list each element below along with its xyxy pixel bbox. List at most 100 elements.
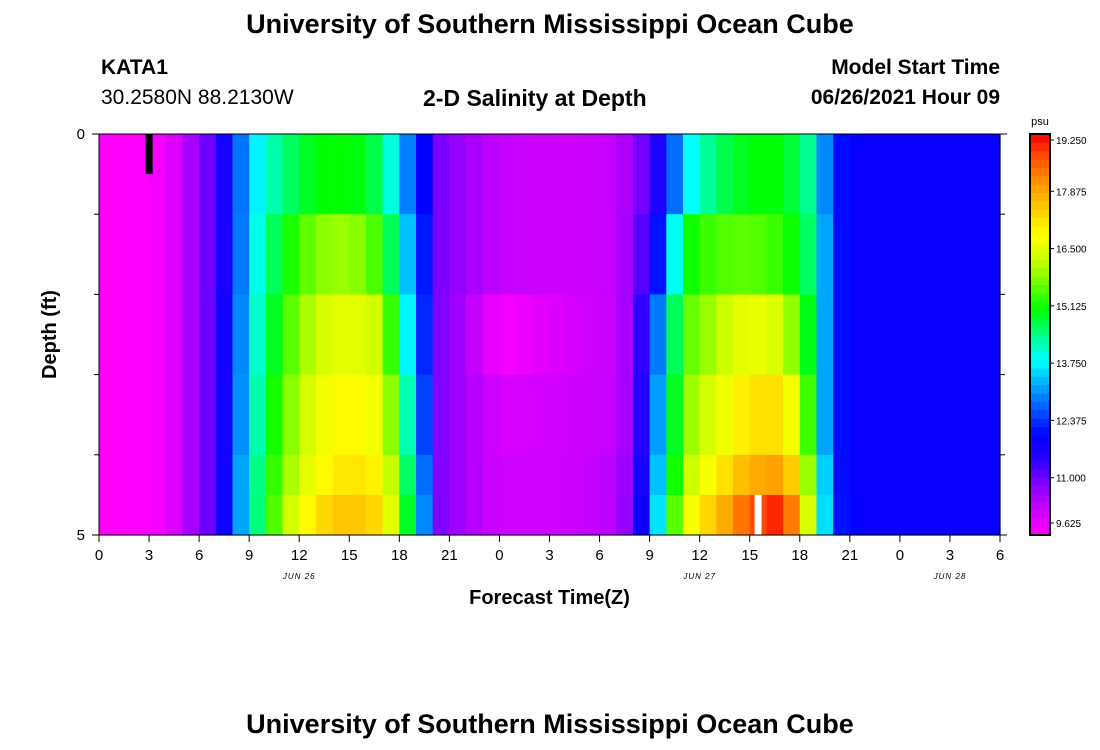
heatmap-cell	[549, 494, 567, 536]
x-date-label: JUN 28	[933, 572, 967, 581]
heatmap-cell	[449, 134, 467, 215]
heatmap-cell	[766, 294, 784, 376]
heatmap-cell	[382, 374, 400, 456]
heatmap-cell	[966, 374, 984, 456]
heatmap-cell	[365, 294, 384, 376]
heatmap-cell	[799, 494, 818, 536]
heatmap-cell	[816, 494, 834, 536]
heatmap-cell	[199, 454, 217, 496]
colorbar-segment	[1030, 242, 1050, 252]
heatmap-cell	[165, 134, 184, 215]
heatmap-cell	[165, 494, 184, 536]
colorbar-tick-label: 13.750	[1056, 359, 1087, 370]
heatmap-cell	[499, 294, 517, 376]
colorbar-tick-label: 16.500	[1056, 245, 1087, 256]
heatmap-cell	[783, 134, 801, 215]
heatmap-cell	[466, 454, 484, 496]
heatmap-cell	[365, 374, 384, 456]
heatmap-cell	[299, 214, 317, 295]
colorbar-segment	[1030, 200, 1050, 210]
heatmap-cell	[232, 494, 250, 536]
heatmap-cell	[799, 454, 818, 496]
colorbar-segment	[1030, 276, 1050, 285]
x-tick-label: 15	[741, 547, 758, 564]
heatmap-marker	[145, 134, 153, 175]
heatmap-cell	[199, 134, 217, 215]
heatmap-cell	[699, 134, 717, 215]
heatmap-cell	[833, 494, 851, 536]
heatmap-cell	[816, 134, 834, 215]
heatmap-cell	[365, 454, 384, 496]
heatmap-cell	[582, 134, 601, 215]
heatmap-cell	[282, 494, 300, 536]
heatmap-cell	[315, 134, 334, 215]
heatmap-cell	[966, 134, 984, 215]
heatmap-cell	[365, 134, 384, 215]
heatmap-cell	[149, 294, 167, 376]
heatmap-cell	[783, 494, 801, 536]
heatmap-cell	[399, 294, 417, 376]
heatmap-cell	[549, 374, 567, 456]
colorbar-segment	[1030, 434, 1050, 444]
heatmap-cell	[365, 214, 384, 295]
heatmap-cell	[215, 374, 234, 456]
heatmap-cell	[399, 214, 417, 295]
heatmap-cell	[649, 494, 667, 536]
colorbar-segment	[1030, 150, 1050, 160]
heatmap-cell	[566, 494, 584, 536]
heatmap-cell	[549, 134, 567, 215]
heatmap-cell	[983, 294, 1001, 376]
heatmap-cell	[315, 454, 334, 496]
colorbar-tick-label: 9.625	[1056, 519, 1081, 530]
heatmap-cell	[599, 494, 617, 536]
heatmap-cell	[482, 134, 501, 215]
colorbar-segment	[1030, 234, 1050, 244]
heatmap-cell	[332, 374, 350, 456]
heatmap-cell	[115, 374, 133, 456]
heatmap-cell	[249, 294, 267, 376]
heatmap-cell	[532, 454, 551, 496]
heatmap-cell	[566, 294, 584, 376]
heatmap-cell	[566, 134, 584, 215]
heatmap-cell	[849, 134, 868, 215]
heatmap-cells	[99, 134, 1001, 536]
heatmap-cell	[382, 454, 400, 496]
heatmap-cell	[716, 134, 734, 215]
x-tick-label: 21	[441, 547, 458, 564]
colorbar-segment	[1030, 217, 1050, 227]
x-tick-label: 12	[291, 547, 308, 564]
heatmap-cell	[682, 494, 701, 536]
heatmap-cell	[549, 294, 567, 376]
colorbar-segment	[1030, 317, 1050, 327]
heatmap-cell	[449, 494, 467, 536]
heatmap-cell	[666, 214, 684, 295]
heatmap-cell	[649, 214, 667, 295]
heatmap-cell	[749, 214, 768, 295]
heatmap-cell	[716, 374, 734, 456]
heatmap-cell	[849, 454, 868, 496]
heatmap-cell	[799, 294, 818, 376]
colorbar-segment	[1030, 284, 1050, 294]
heatmap-cell	[766, 374, 784, 456]
heatmap-cell	[649, 134, 667, 215]
colorbar-segment	[1030, 418, 1050, 427]
heatmap-cell	[282, 294, 300, 376]
x-tick-label: 0	[896, 547, 904, 564]
heatmap-cell	[249, 214, 267, 295]
heatmap-cell	[432, 454, 450, 496]
heatmap-cell	[132, 134, 150, 215]
heatmap-cell	[916, 294, 934, 376]
heatmap-cell	[99, 374, 117, 456]
heatmap-cell	[833, 454, 851, 496]
heatmap-cell	[916, 494, 934, 536]
plot-title: 2-D Salinity at Depth	[423, 85, 647, 111]
heatmap-cell	[966, 454, 984, 496]
x-date-label: JUN 27	[682, 572, 716, 581]
heatmap-cell	[115, 134, 133, 215]
colorbar: 9.625 11.000 12.375 13.750 15.125 16.500 17.87…	[1029, 133, 1087, 536]
colorbar-segment	[1030, 167, 1050, 177]
heatmap-cell	[783, 214, 801, 295]
heatmap-cell	[866, 454, 884, 496]
heatmap-cell	[899, 374, 918, 456]
heatmap-cell	[549, 454, 567, 496]
